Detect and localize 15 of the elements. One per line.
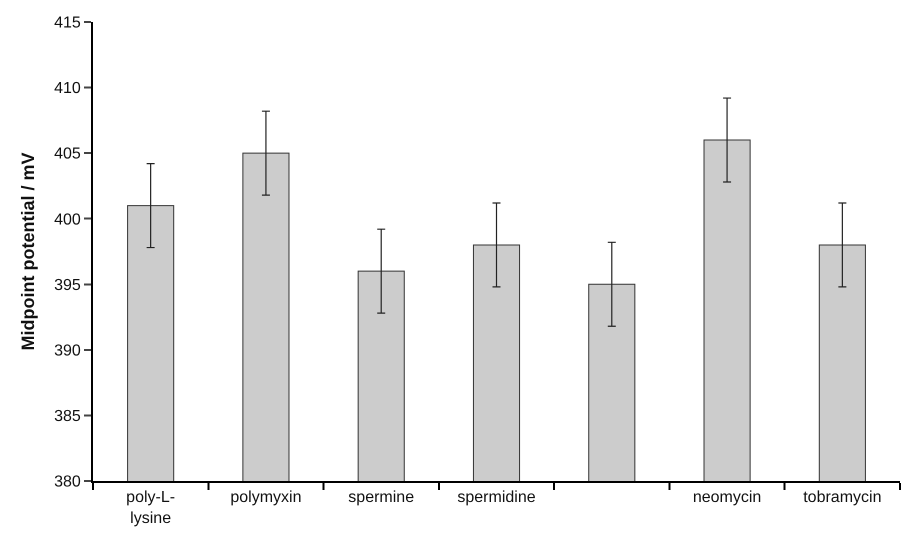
y-tick-label: 380 bbox=[54, 474, 81, 491]
y-tick-label: 390 bbox=[54, 342, 81, 360]
y-tick-label: 400 bbox=[54, 211, 81, 228]
y-tick-label: 405 bbox=[54, 146, 81, 163]
y-tick-label: 415 bbox=[54, 14, 81, 32]
x-tick-label: tobramycin bbox=[803, 489, 882, 506]
x-tick-label: spermine bbox=[348, 489, 414, 506]
x-tick-label: spermidine bbox=[457, 489, 536, 506]
y-tick-label: 410 bbox=[54, 80, 81, 98]
y-tick-label: 395 bbox=[54, 276, 81, 294]
x-tick-label: polymyxin bbox=[230, 489, 302, 506]
y-axis-title: Midpoint potential / mV bbox=[18, 152, 38, 350]
x-tick-label: poly-L-lysine bbox=[126, 489, 176, 527]
x-tick-label: neomycin bbox=[692, 489, 762, 506]
y-tick-label: 385 bbox=[54, 408, 81, 426]
